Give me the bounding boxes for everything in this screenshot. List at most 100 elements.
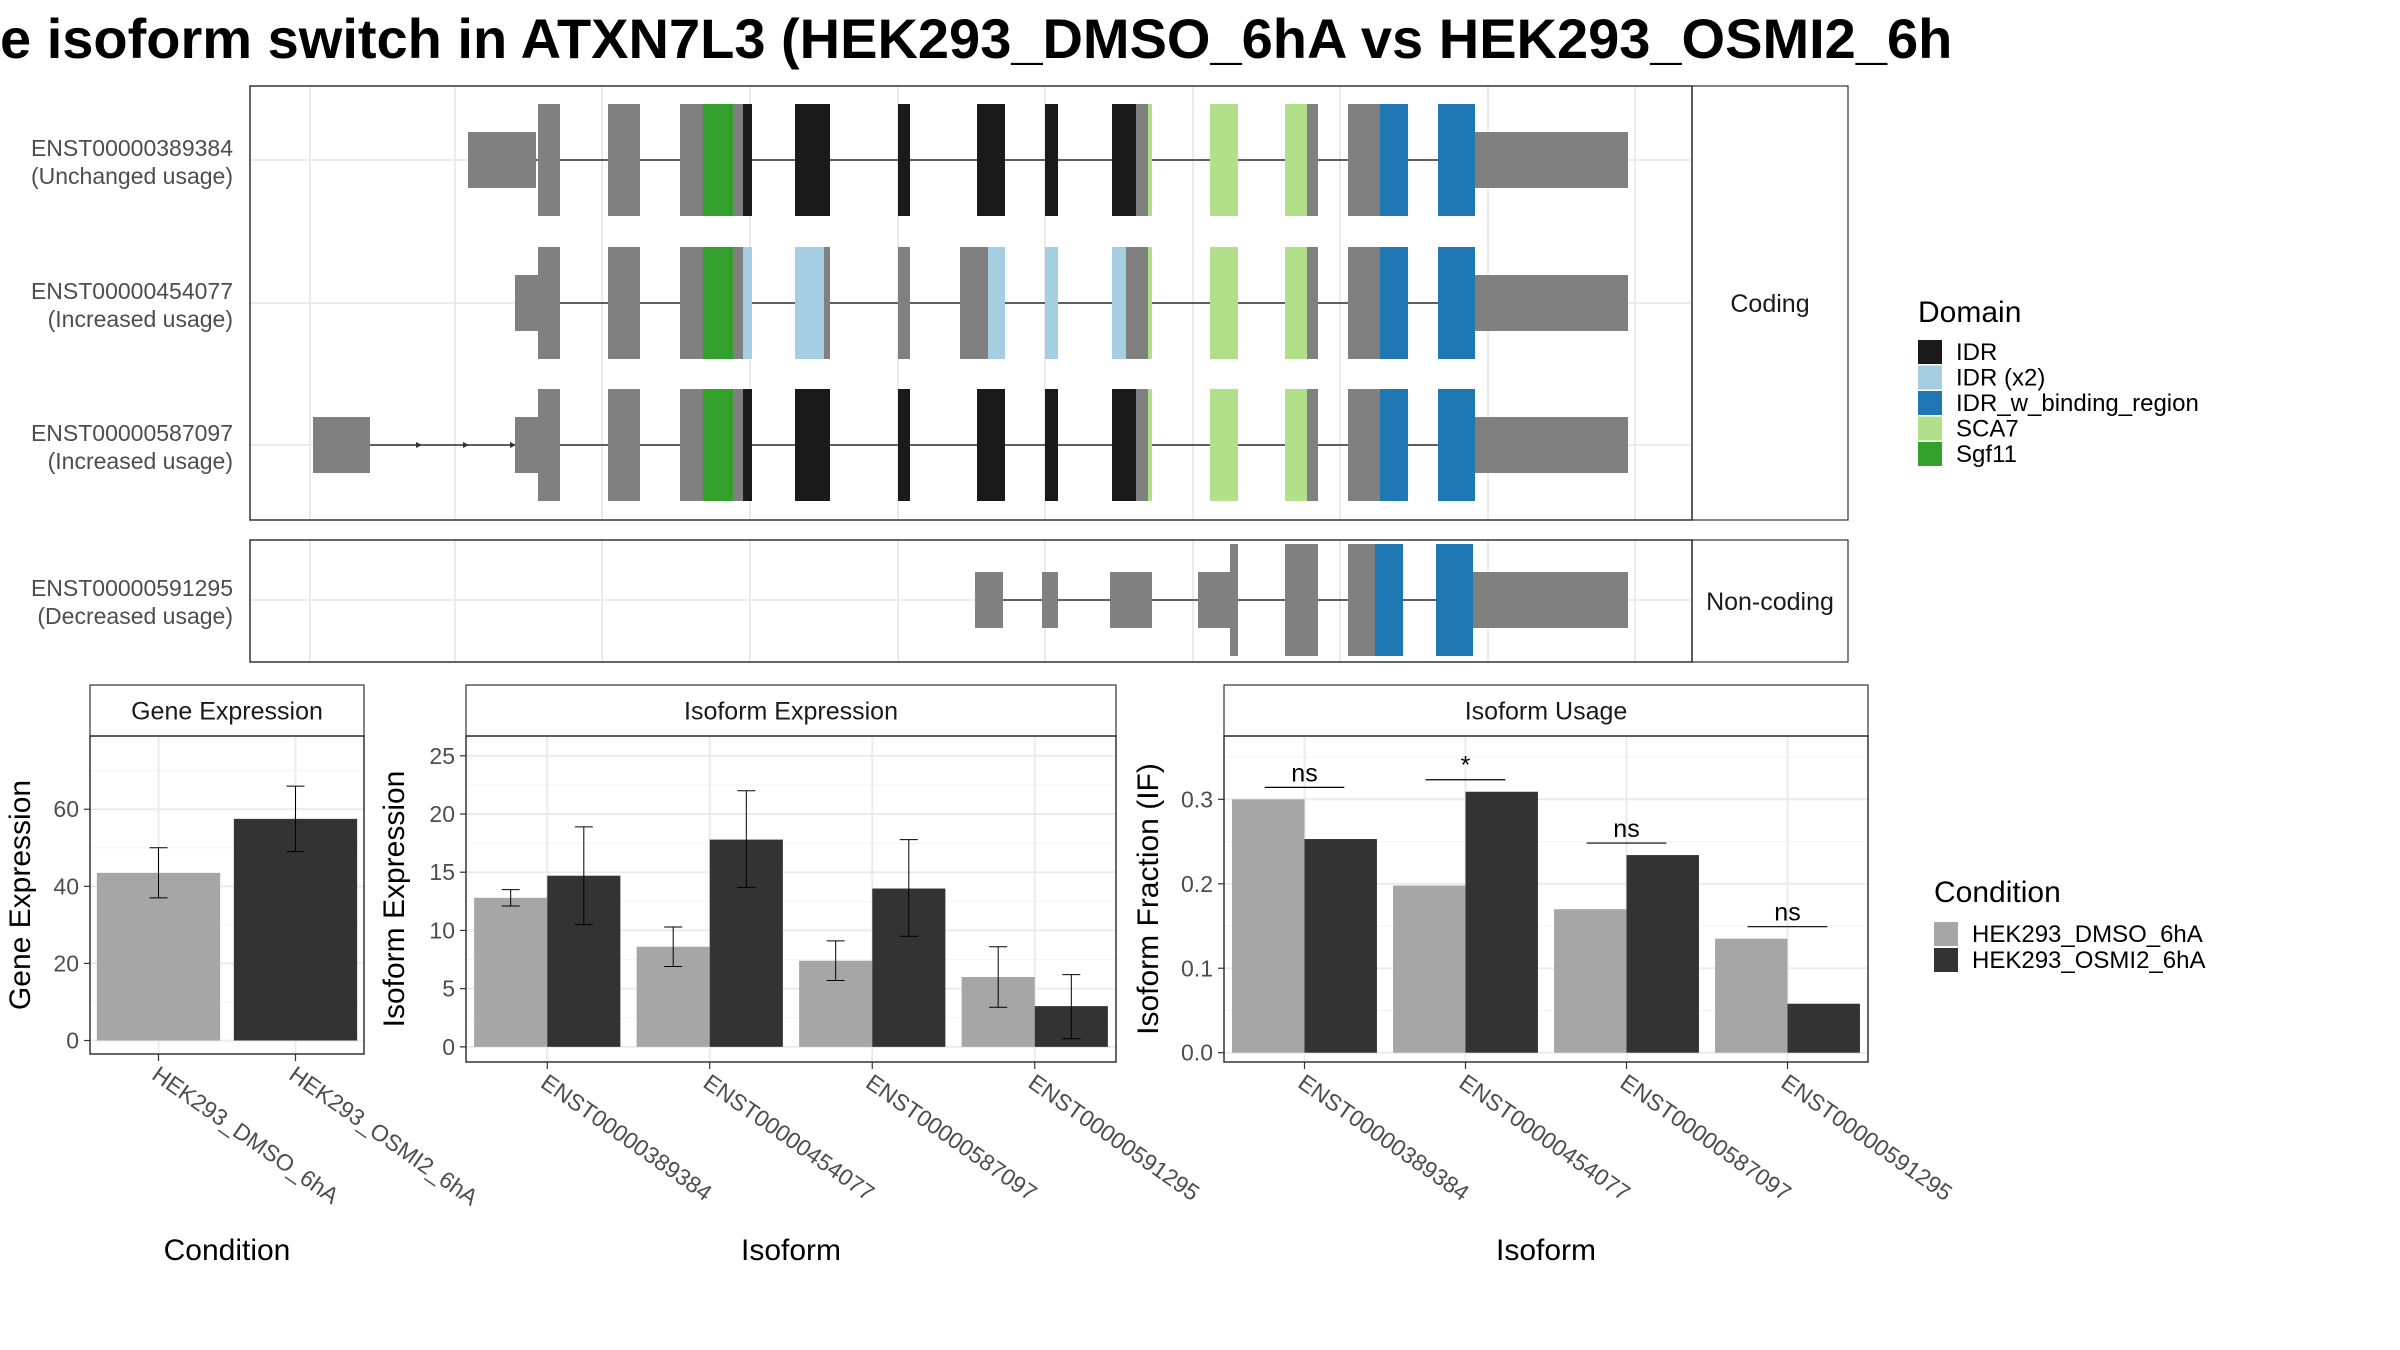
- exon-block: [1045, 389, 1058, 501]
- exon-block: [1475, 275, 1628, 331]
- transcript-id-label: ENST00000389384: [31, 135, 233, 161]
- exon-block: [1475, 417, 1628, 473]
- y-tick-label: 20: [429, 801, 455, 827]
- x-tick-label: ENST00000587097: [861, 1069, 1041, 1206]
- y-tick-label: 20: [53, 950, 79, 976]
- bar: [1787, 1003, 1860, 1053]
- exon-block: [743, 104, 752, 216]
- exon-block: [795, 247, 824, 359]
- x-axis-title: Condition: [164, 1234, 291, 1267]
- exon-block: [515, 417, 538, 473]
- panel-border: [89, 735, 365, 1055]
- y-axis-title: Isoform Expression: [378, 771, 411, 1028]
- x-tick-label: ENST00000454077: [699, 1069, 879, 1206]
- exon-block: [1210, 389, 1238, 501]
- condition-legend-title: Condition: [1934, 876, 2061, 909]
- domain-legend-label: IDR: [1956, 339, 1997, 366]
- exon-block: [1348, 544, 1375, 656]
- panel-border: [1223, 735, 1869, 1063]
- condition-legend-key: [1934, 948, 1958, 972]
- significance-label: ns: [1291, 759, 1317, 787]
- exon-block: [1136, 389, 1148, 501]
- y-tick-label: 5: [442, 976, 455, 1002]
- domain-legend-key: [1918, 416, 1942, 441]
- y-tick-label: 25: [429, 743, 455, 769]
- exon-block: [1210, 247, 1238, 359]
- y-tick-label: 0.3: [1181, 786, 1213, 812]
- exon-block: [898, 389, 910, 501]
- exon-block: [1380, 389, 1408, 501]
- facet-strip: [1691, 539, 1849, 663]
- exon-block: [1148, 389, 1152, 501]
- condition-legend-label: HEK293_DMSO_6hA: [1972, 921, 2203, 948]
- exon-block: [824, 247, 830, 359]
- bar: [96, 872, 221, 1041]
- exon-block: [988, 247, 1005, 359]
- exon-block: [1348, 389, 1380, 501]
- exon-block: [1230, 544, 1238, 656]
- exon-block: [977, 389, 1005, 501]
- facet-strip: [1691, 85, 1849, 521]
- y-tick-label: 60: [53, 796, 79, 822]
- exon-block: [538, 104, 560, 216]
- exon-block: [680, 104, 703, 216]
- exon-block: [1375, 544, 1403, 656]
- condition-legend-label: HEK293_OSMI2_6hA: [1972, 947, 2205, 974]
- x-tick-label: ENST00000389384: [536, 1069, 717, 1206]
- exon-block: [1045, 104, 1058, 216]
- exon-block: [743, 247, 752, 359]
- x-tick-label: ENST00000454077: [1455, 1069, 1635, 1206]
- x-tick-label: ENST00000591295: [1024, 1069, 1204, 1206]
- domain-legend-key: [1918, 442, 1942, 466]
- domain-legend-label: SCA7: [1956, 416, 2019, 443]
- intron-arrow: [463, 442, 469, 448]
- transcript-structure-panel: Coding Non-coding ENST00000389384(Unchange…: [31, 85, 1849, 663]
- y-tick-label: 10: [429, 917, 455, 943]
- x-tick-label: ENST00000389384: [1294, 1069, 1475, 1206]
- domain-legend-key: [1918, 340, 1942, 364]
- bar: [1232, 799, 1305, 1053]
- y-axis-title: Isoform Fraction (IF): [1132, 763, 1165, 1035]
- panel-strip: [1223, 684, 1869, 737]
- exon-block: [1307, 389, 1318, 501]
- structure-facet-border: [249, 539, 1693, 663]
- bar: [1554, 909, 1627, 1053]
- facet-strip-label: Coding: [1730, 290, 1809, 318]
- bar: [474, 897, 548, 1047]
- exon-block: [608, 104, 640, 216]
- panel-strip-label: Gene Expression: [131, 698, 323, 726]
- panel-strip: [465, 684, 1117, 737]
- isoform-usage-panel: Isoform Usage 0.0 0.1 0.2 0.3 ns * ns ns ENST0000…: [1132, 684, 1957, 1267]
- exon-block: [1285, 104, 1307, 216]
- exon-block: [1045, 247, 1058, 359]
- exon-block: [515, 275, 538, 331]
- transcript-usage-label: (Unchanged usage): [31, 163, 233, 189]
- facet-strip-label: Non-coding: [1706, 588, 1834, 616]
- exon-block: [795, 104, 830, 216]
- transcript-id-label: ENST00000454077: [31, 278, 233, 304]
- y-axis-title: Gene Expression: [4, 780, 37, 1010]
- y-tick-label: 0: [442, 1034, 455, 1060]
- exon-block: [608, 389, 640, 501]
- exon-block: [1438, 104, 1475, 216]
- exon-block: [743, 389, 752, 501]
- intron-arrow: [416, 442, 422, 448]
- panel-strip-label: Isoform Usage: [1465, 698, 1628, 726]
- x-axis-title: Isoform: [741, 1234, 841, 1267]
- exon-block: [703, 389, 733, 501]
- exon-block: [1112, 247, 1126, 359]
- domain-legend-key: [1918, 391, 1942, 415]
- exon-block: [795, 389, 830, 501]
- transcript-id-label: ENST00000591295: [31, 575, 233, 601]
- isoform-expression-panel: Isoform Expression 0 5 10 15 20 25 ENST00000389…: [378, 684, 1204, 1267]
- exon-block: [1307, 247, 1318, 359]
- exon-block: [1198, 572, 1230, 628]
- transcript-usage-label: (Increased usage): [48, 448, 233, 474]
- exon-block: [1307, 104, 1318, 216]
- exon-block: [1348, 247, 1380, 359]
- exon-block: [1473, 572, 1628, 628]
- domain-legend-label: IDR (x2): [1956, 365, 2045, 392]
- bar: [233, 818, 358, 1041]
